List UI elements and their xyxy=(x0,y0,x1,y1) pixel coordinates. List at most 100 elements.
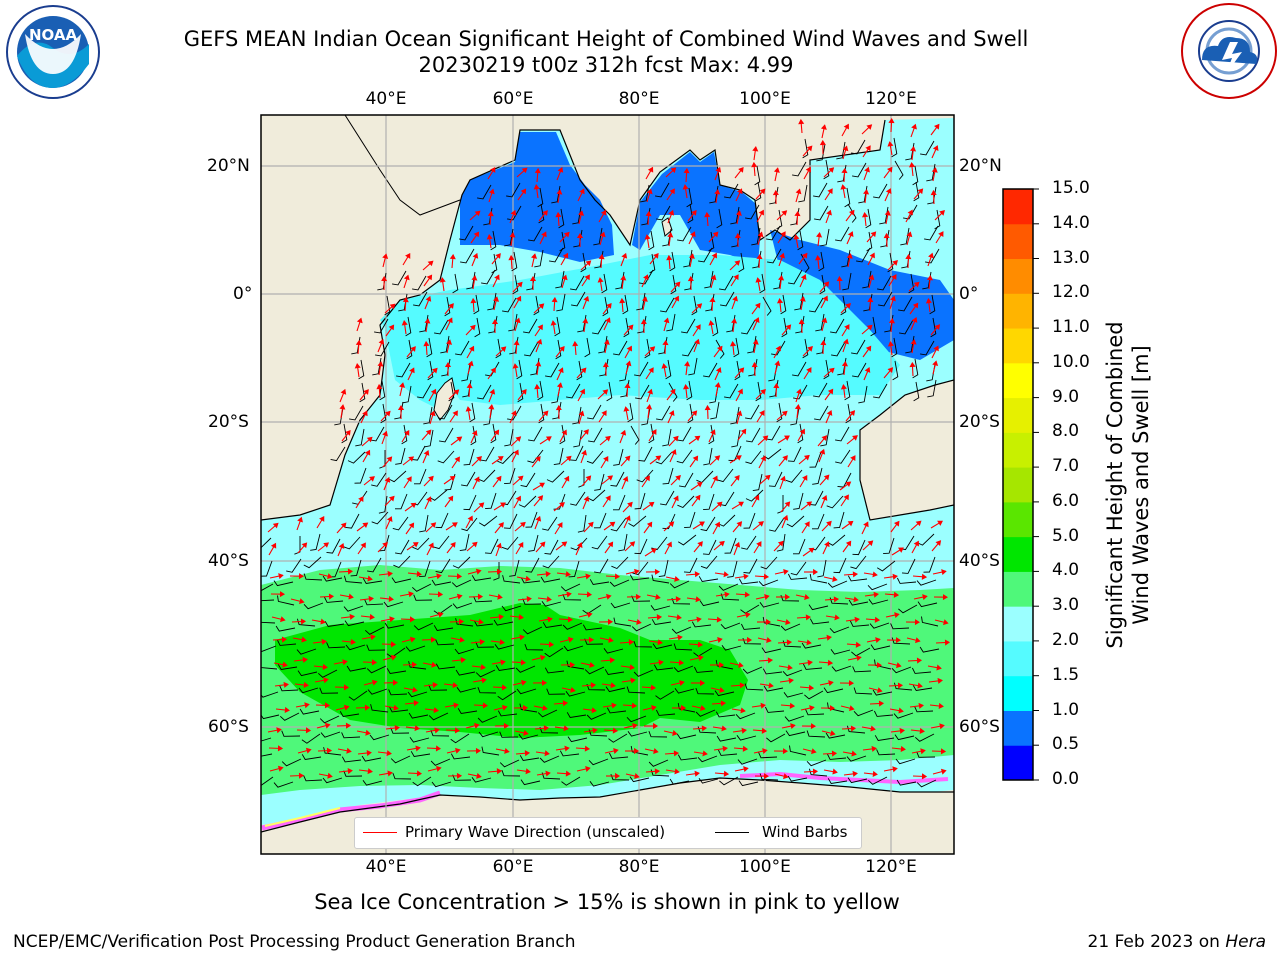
wind-barb xyxy=(576,360,583,381)
wind-barb xyxy=(610,602,631,609)
lon-tick-bottom-40e: 40°E xyxy=(365,857,407,877)
wave-arrow-head xyxy=(892,260,898,266)
wave-arrow-head xyxy=(681,704,687,712)
wave-arrow-head xyxy=(872,770,878,778)
wave-arrow-head xyxy=(602,361,609,368)
wave-arrow-head xyxy=(826,634,832,641)
wind-barb xyxy=(345,644,366,651)
wave-arrow-head xyxy=(524,750,531,757)
colorbar-swatch xyxy=(1003,258,1033,294)
wind-barb xyxy=(677,534,697,546)
wind-barb xyxy=(766,733,786,743)
wind-barb xyxy=(758,579,779,587)
wind-barb xyxy=(392,516,409,531)
wind-barb xyxy=(419,514,429,533)
wind-barb xyxy=(719,275,734,291)
wave-arrow-head xyxy=(298,573,305,580)
wind-barb xyxy=(825,732,846,739)
wave-arrow-head xyxy=(827,388,834,395)
wave-arrow-head xyxy=(832,576,838,583)
wave-arrow-head xyxy=(555,404,562,411)
wind-barb xyxy=(688,357,698,376)
wave-arrow-head xyxy=(887,141,894,147)
wind-barb xyxy=(697,755,718,763)
wind-barb xyxy=(478,515,498,527)
chart-subtitle: 20230219 t00z 312h fcst Max: 4.99 xyxy=(418,53,794,77)
wave-arrow-head xyxy=(599,231,606,238)
wind-barb xyxy=(806,730,826,738)
wave-arrow-head xyxy=(563,475,570,482)
wave-arrow-head xyxy=(764,593,770,600)
wave-arrow-head xyxy=(301,636,307,643)
wind-barb xyxy=(310,533,321,551)
lat-tick-left-20n: 20°N xyxy=(207,156,250,176)
lon-tick-bottom-120e: 120°E xyxy=(865,857,917,877)
wind-barb xyxy=(339,711,360,717)
wind-barb xyxy=(448,381,455,402)
wave-arrow-head xyxy=(694,435,701,442)
wave-arrow-head xyxy=(628,639,635,646)
wind-barb xyxy=(703,493,715,511)
wind-barb-swatch xyxy=(715,832,749,833)
wind-barb xyxy=(673,643,693,651)
wave-arrow-head xyxy=(356,317,363,324)
wind-barb xyxy=(896,779,917,786)
wave-arrow-head xyxy=(940,748,947,755)
wind-barb xyxy=(767,248,782,264)
wave-arrow-head xyxy=(515,436,522,442)
wave-arrow-head xyxy=(824,541,830,548)
wave-arrow-head xyxy=(371,659,378,666)
colorbar-tick-label: 1.5 xyxy=(1052,664,1080,685)
wave-arrow-head xyxy=(737,188,743,195)
wave-arrow-head xyxy=(887,367,894,374)
wave-arrow-head xyxy=(430,636,437,643)
wave-arrow-head xyxy=(521,167,528,174)
wind-barb xyxy=(515,665,536,673)
wave-arrow-head xyxy=(583,295,590,302)
wind-barb xyxy=(793,384,808,400)
wave-arrow-head xyxy=(446,339,453,345)
wave-arrow-head xyxy=(820,124,827,130)
wind-barb xyxy=(631,623,652,632)
wave-arrow-head xyxy=(758,209,764,216)
wave-arrow-head xyxy=(585,260,592,267)
wind-barb xyxy=(812,513,825,530)
wave-arrow-head xyxy=(474,210,481,217)
wave-arrow-head xyxy=(933,123,940,130)
wind-barb xyxy=(343,575,363,584)
colorbar-swatch xyxy=(1003,710,1033,746)
wind-barb xyxy=(584,666,605,675)
wave-arrow-head xyxy=(474,476,480,483)
wave-arrow-head xyxy=(458,618,465,625)
wave-arrow-head xyxy=(499,639,505,646)
wave-arrow-head xyxy=(534,167,541,174)
wave-arrow-head xyxy=(914,619,921,626)
wind-barb xyxy=(516,359,523,380)
wind-barb xyxy=(459,533,470,552)
wave-arrow-head xyxy=(475,747,482,754)
colorbar-tick-label: 0.5 xyxy=(1052,734,1080,755)
wave-arrow-head xyxy=(512,363,519,369)
wind-barb xyxy=(785,469,803,483)
wave-arrow-head xyxy=(388,595,394,603)
wind-barb xyxy=(366,665,387,674)
wave-arrow-head xyxy=(327,573,333,580)
wave-arrow-head xyxy=(735,455,742,461)
wave-arrow-head xyxy=(431,367,438,374)
wind-barb xyxy=(789,745,807,756)
wind-barb xyxy=(613,448,624,466)
wave-arrow-head xyxy=(662,339,669,346)
wind-barb xyxy=(782,669,803,677)
wave-arrow-head xyxy=(270,542,277,549)
wave-arrow-head xyxy=(542,210,548,216)
wave-arrow-head xyxy=(711,252,717,259)
wind-barb xyxy=(606,707,627,714)
wind-barb xyxy=(594,473,605,491)
wind-barb xyxy=(563,645,584,652)
wave-arrow-head xyxy=(698,654,704,661)
wind-barb xyxy=(887,252,894,273)
wind-barb xyxy=(603,648,624,654)
wave-arrow-head xyxy=(733,274,739,281)
arabian-sea-low-waves xyxy=(460,132,614,262)
